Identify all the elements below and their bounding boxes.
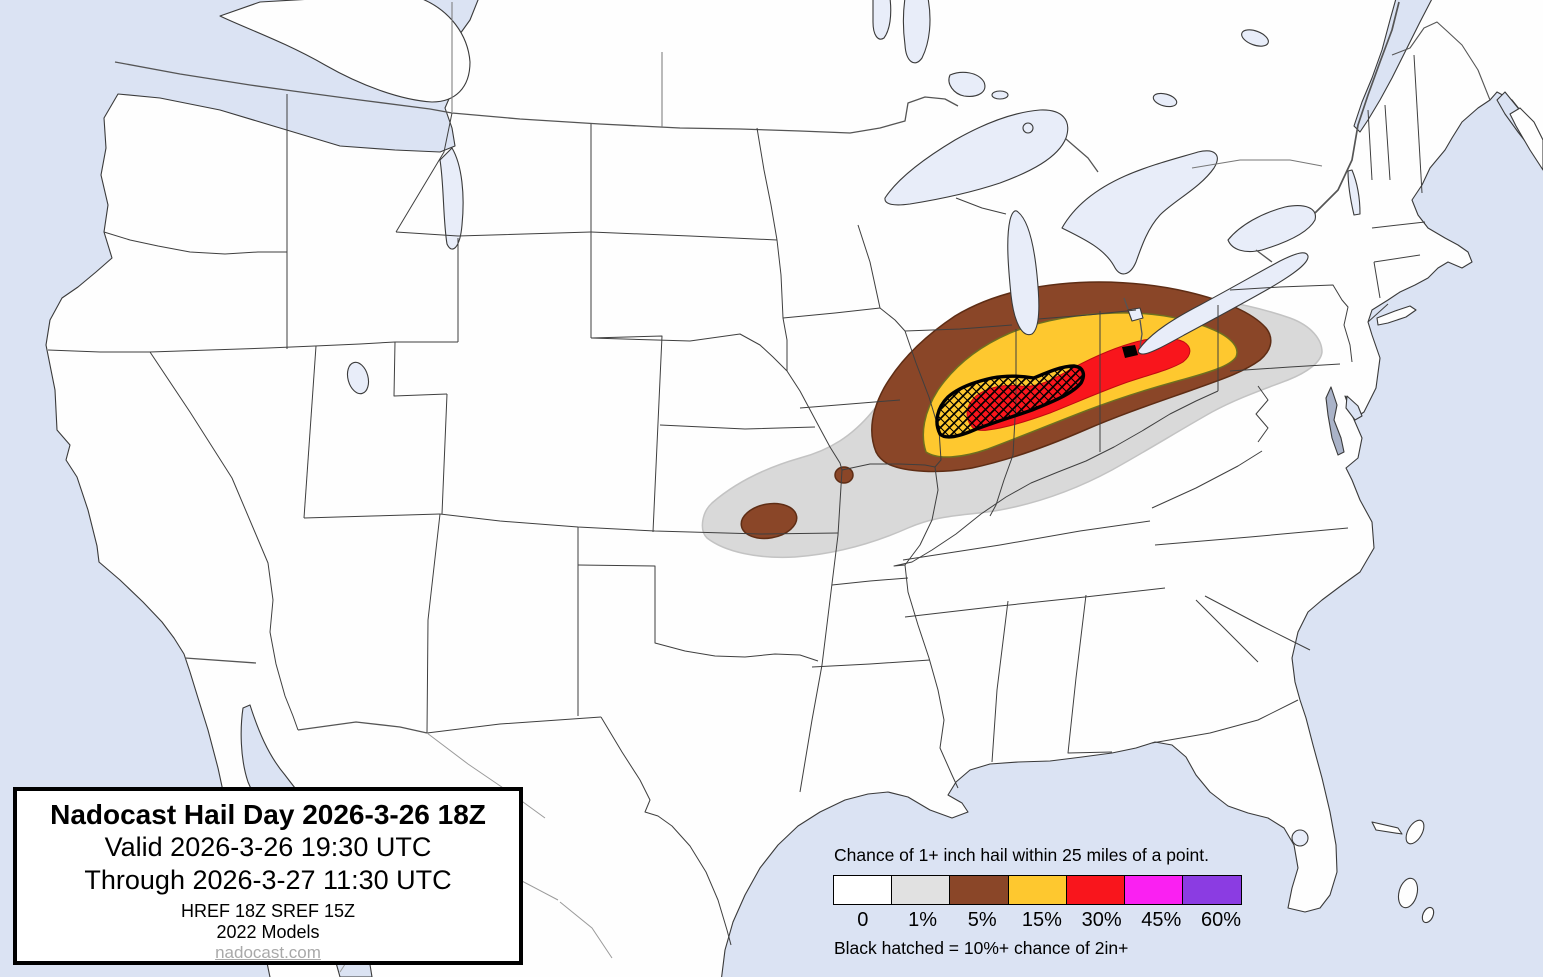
puget-sound — [439, 147, 464, 250]
legend-label-5pct: 5% — [967, 909, 997, 931]
delaware-bay — [1345, 395, 1363, 421]
mille-lacs-lake — [1022, 122, 1034, 134]
legend-label-30pct: 30% — [1081, 909, 1122, 931]
legend-swatch-1pct — [891, 875, 952, 905]
forecast-title: Nadocast Hail Day 2026-3-26 18Z — [50, 799, 486, 830]
legend-swatch-60pct — [1182, 875, 1243, 905]
us-canada-border — [114, 61, 959, 134]
bahamas-island-4 — [1421, 906, 1435, 924]
hatched-2in-region — [935, 345, 1138, 439]
us-mexico-border-ca — [184, 657, 257, 664]
title-box: Nadocast Hail Day 2026-3-26 18Z Valid 20… — [13, 787, 523, 965]
ottawa-river — [1191, 159, 1323, 169]
lake-of-the-woods — [948, 71, 986, 97]
legend-labels: 0 1% 5% 15% 30% 45% 60% — [833, 909, 1263, 932]
legend-swatch-45pct — [1124, 875, 1185, 905]
lakes — [346, 0, 1361, 847]
valid-time: Valid 2026-3-26 19:30 UTC — [104, 832, 432, 862]
legend-footnote: Black hatched = 10%+ chance of 2in+ — [834, 938, 1129, 958]
model-year: 2022 Models — [216, 922, 320, 942]
model-sources: HREF 18Z SREF 15Z — [180, 901, 356, 921]
long-island — [1376, 305, 1417, 326]
national-borders — [114, 1, 1491, 734]
lake-winnipeg — [902, 0, 931, 64]
legend-title: Chance of 1+ inch hail within 25 miles o… — [834, 845, 1210, 865]
legend-label-1pct: 1% — [908, 909, 937, 931]
us-mexico-border-az — [297, 721, 428, 734]
bahamas-island-2 — [1405, 819, 1425, 845]
contour-5pct-spot-kansas — [740, 502, 798, 540]
through-time: Through 2026-3-27 11:30 UTC — [84, 865, 452, 895]
red-lake — [991, 90, 1009, 100]
pacific-ocean — [0, 0, 479, 977]
lake-ontario — [1227, 205, 1316, 253]
legend-label-0: 0 — [857, 909, 869, 931]
legend-swatch-15pct — [1007, 875, 1068, 905]
st-clair-river — [1123, 297, 1143, 348]
lake-erie — [1137, 252, 1309, 355]
legend-label-60pct: 60% — [1200, 909, 1241, 931]
lake-huron — [1061, 150, 1218, 275]
vancouver-island — [219, 0, 471, 103]
legend-label-15pct: 15% — [1021, 909, 1062, 931]
nadocast-link[interactable]: nadocast.com — [215, 943, 321, 962]
st-lawrence-river — [1314, 1, 1400, 214]
lake-champlain — [1347, 169, 1361, 216]
lake-winnipegosis — [872, 0, 892, 40]
chesapeake-bay — [1325, 386, 1345, 456]
state-borders — [47, 54, 1426, 946]
legend-swatch-5pct — [949, 875, 1010, 905]
lake-okeechobee — [1291, 829, 1309, 847]
bahamas-island-1 — [1371, 821, 1403, 835]
st-lawrence-estuary — [1353, 0, 1433, 133]
maine-canada-border — [1391, 21, 1491, 101]
legend-swatch-0 — [833, 875, 893, 905]
lake-st-clair — [1127, 307, 1144, 322]
lake-michigan — [1007, 210, 1040, 336]
legend-swatch-30pct — [1065, 875, 1126, 905]
islands — [219, 0, 1543, 924]
canada-lake-1 — [1241, 29, 1269, 47]
border-sault — [1065, 138, 1099, 173]
niagara-river — [1255, 249, 1273, 263]
nova-scotia — [1509, 107, 1543, 171]
great-salt-lake — [346, 361, 370, 395]
lake-superior — [884, 109, 1069, 206]
atlantic-gulf-ocean — [721, 91, 1543, 977]
legend-color-bar — [833, 875, 1263, 905]
canada-lake-2 — [1152, 92, 1178, 108]
legend-label-45pct: 45% — [1141, 909, 1182, 931]
contour-5pct-spot-kansas-city — [834, 466, 854, 484]
legend: Chance of 1+ inch hail within 25 miles o… — [833, 845, 1263, 959]
hatch-speck — [1122, 345, 1138, 358]
bahamas-island-3 — [1397, 877, 1419, 909]
hatch-outline — [935, 364, 1086, 439]
